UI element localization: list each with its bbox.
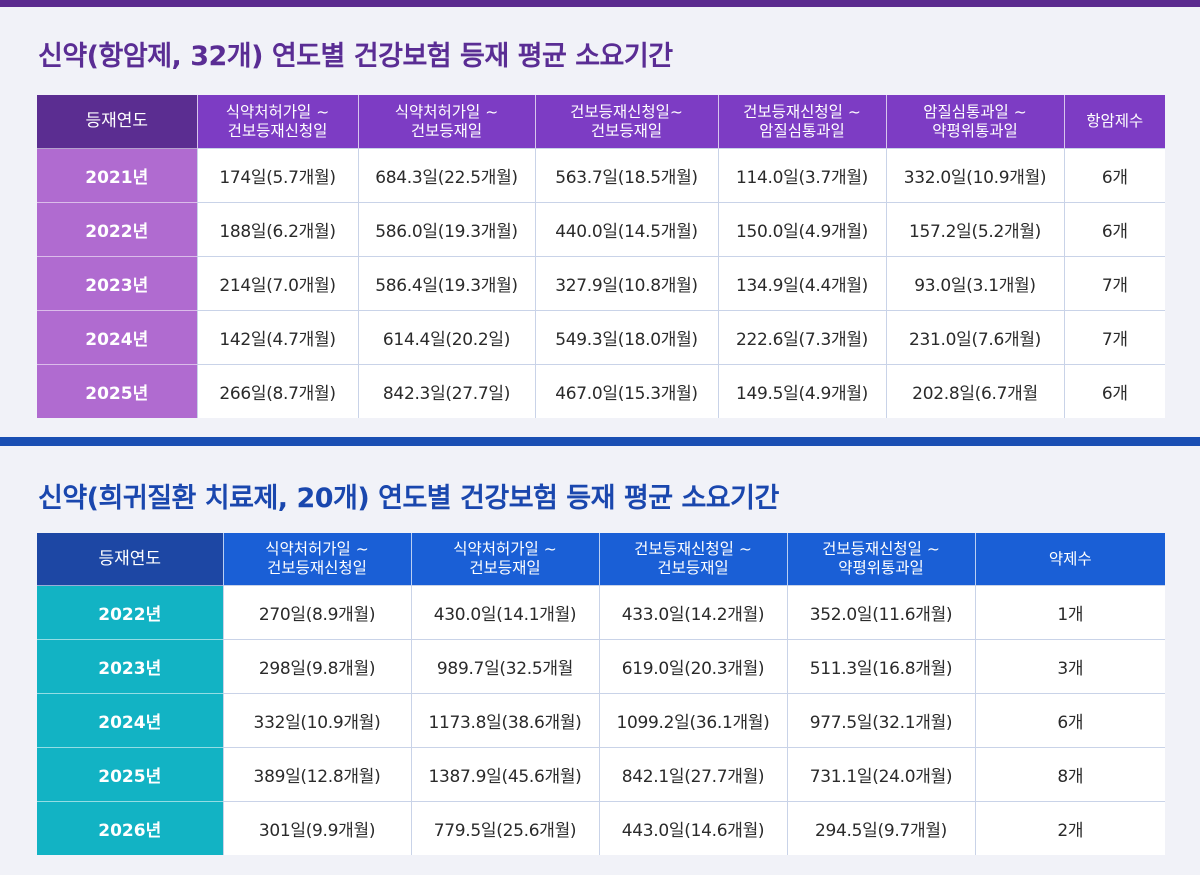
row-year: 2024년 [37,310,197,365]
table-cell: 202.8일(6.7개월 [885,364,1064,418]
table-cell: 7개 [1063,256,1165,311]
table-cell: 301일(9.9개월) [222,801,411,855]
table-header-row: 등재연도 식약처허가일 ~ 건보등재신청일 식약처허가일 ~ 건보등재일 건보등재신… [37,533,1165,586]
table-cell: 989.7일(32.5개월 [410,639,599,694]
table-cell: 467.0일(15.3개월) [534,364,718,418]
table-cell: 430.0일(14.1개월) [410,585,599,640]
table-cell: 332.0일(10.9개월) [885,148,1064,203]
table-cell: 586.4일(19.3개월) [357,256,535,311]
col-header-application-to-cancer-committee: 건보등재신청일 ~ 암질심통과일 [717,95,886,149]
section-divider-bar [0,437,1200,446]
row-year: 2023년 [37,639,223,694]
section2-title: 신약(희귀질환 치료제, 20개) 연도별 건강보험 등재 평균 소요기간 [38,483,779,514]
col-header-application-to-listing: 건보등재신청일 ~ 건보등재일 [598,533,787,586]
table-cell: 1387.9일(45.6개월) [410,747,599,802]
row-year: 2025년 [37,747,223,802]
col-header-year: 등재연도 [37,533,223,586]
table-cell: 149.5일(4.9개월) [717,364,886,418]
table-cell: 114.0일(3.7개월) [717,148,886,203]
table-cell: 586.0일(19.3개월) [357,202,535,257]
table-cell: 1099.2일(36.1개월) [598,693,787,748]
table-cell: 1173.8일(38.6개월) [410,693,599,748]
table-cell: 684.3일(22.5개월) [357,148,535,203]
table-cell: 231.0일(7.6개월) [885,310,1064,365]
table-cell: 549.3일(18.0개월) [534,310,718,365]
table-cell: 266일(8.7개월) [196,364,358,418]
table-cell: 614.4일(20.2일) [357,310,535,365]
table-row: 2022년 188일(6.2개월) 586.0일(19.3개월) 440.0일(… [37,202,1165,257]
table-cell: 6개 [974,693,1165,748]
row-year: 2024년 [37,693,223,748]
col-header-approval-to-listing: 식약처허가일 ~ 건보등재일 [357,95,535,149]
table-header-row: 등재연도 식약처허가일 ~ 건보등재신청일 식약처허가일 ~ 건보등재일 건보등재신… [37,95,1165,149]
table-cell: 93.0일(3.1개월) [885,256,1064,311]
col-header-drug-count: 약제수 [974,533,1165,586]
row-year: 2025년 [37,364,197,418]
table-cell: 142일(4.7개월) [196,310,358,365]
table-cell: 157.2일(5.2개월) [885,202,1064,257]
table-cell: 977.5일(32.1개월) [786,693,975,748]
table-row: 2022년 270일(8.9개월) 430.0일(14.1개월) 433.0일(… [37,585,1165,640]
table-cell: 1개 [974,585,1165,640]
table-cell: 327.9일(10.8개월) [534,256,718,311]
table-cell: 433.0일(14.2개월) [598,585,787,640]
table-row: 2025년 389일(12.8개월) 1387.9일(45.6개월) 842.1… [37,747,1165,802]
row-year: 2022년 [37,202,197,257]
rare-disease-listing-table: 등재연도 식약처허가일 ~ 건보등재신청일 식약처허가일 ~ 건보등재일 건보등재신… [37,533,1165,855]
col-header-approval-to-application: 식약처허가일 ~ 건보등재신청일 [222,533,411,586]
table-cell: 222.6일(7.3개월) [717,310,886,365]
table-cell: 619.0일(20.3개월) [598,639,787,694]
col-header-cancer-committee-to-drug-committee: 암질심통과일 ~ 약평위통과일 [885,95,1064,149]
table-row: 2024년 142일(4.7개월) 614.4일(20.2일) 549.3일(1… [37,310,1165,365]
table-cell: 352.0일(11.6개월) [786,585,975,640]
table-cell: 6개 [1063,148,1165,203]
table-cell: 270일(8.9개월) [222,585,411,640]
table-row: 2023년 214일(7.0개월) 586.4일(19.3개월) 327.9일(… [37,256,1165,311]
anticancer-listing-table: 등재연도 식약처허가일 ~ 건보등재신청일 식약처허가일 ~ 건보등재일 건보등재신… [37,95,1165,418]
col-header-application-to-listing: 건보등재신청일~ 건보등재일 [534,95,718,149]
table-cell: 6개 [1063,364,1165,418]
table-row: 2024년 332일(10.9개월) 1173.8일(38.6개월) 1099.… [37,693,1165,748]
table-cell: 511.3일(16.8개월) [786,639,975,694]
table-row: 2023년 298일(9.8개월) 989.7일(32.5개월 619.0일(2… [37,639,1165,694]
table-row: 2021년 174일(5.7개월) 684.3일(22.5개월) 563.7일(… [37,148,1165,203]
col-header-drug-count: 항암제수 [1063,95,1165,149]
table-cell: 842.1일(27.7개월) [598,747,787,802]
table-cell: 842.3일(27.7일) [357,364,535,418]
table-cell: 563.7일(18.5개월) [534,148,718,203]
row-year: 2026년 [37,801,223,855]
table-cell: 731.1일(24.0개월) [786,747,975,802]
row-year: 2023년 [37,256,197,311]
table-cell: 214일(7.0개월) [196,256,358,311]
col-header-year: 등재연도 [37,95,197,149]
table-cell: 7개 [1063,310,1165,365]
table-cell: 294.5일(9.7개월) [786,801,975,855]
table-cell: 298일(9.8개월) [222,639,411,694]
col-header-approval-to-listing: 식약처허가일 ~ 건보등재일 [410,533,599,586]
table-cell: 2개 [974,801,1165,855]
table-row: 2026년 301일(9.9개월) 779.5일(25.6개월) 443.0일(… [37,801,1165,855]
table-row: 2025년 266일(8.7개월) 842.3일(27.7일) 467.0일(1… [37,364,1165,418]
col-header-approval-to-application: 식약처허가일 ~ 건보등재신청일 [196,95,358,149]
table-cell: 134.9일(4.4개월) [717,256,886,311]
table-cell: 188일(6.2개월) [196,202,358,257]
table-cell: 6개 [1063,202,1165,257]
top-accent-bar [0,0,1200,7]
table-cell: 332일(10.9개월) [222,693,411,748]
section1-title: 신약(항암제, 32개) 연도별 건강보험 등재 평균 소요기간 [38,41,673,72]
table-cell: 779.5일(25.6개월) [410,801,599,855]
table-cell: 150.0일(4.9개월) [717,202,886,257]
table-cell: 443.0일(14.6개월) [598,801,787,855]
row-year: 2021년 [37,148,197,203]
table-cell: 440.0일(14.5개월) [534,202,718,257]
row-year: 2022년 [37,585,223,640]
col-header-application-to-drug-committee: 건보등재신청일 ~ 약평위통과일 [786,533,975,586]
table-cell: 8개 [974,747,1165,802]
table-cell: 174일(5.7개월) [196,148,358,203]
table-cell: 389일(12.8개월) [222,747,411,802]
table-cell: 3개 [974,639,1165,694]
